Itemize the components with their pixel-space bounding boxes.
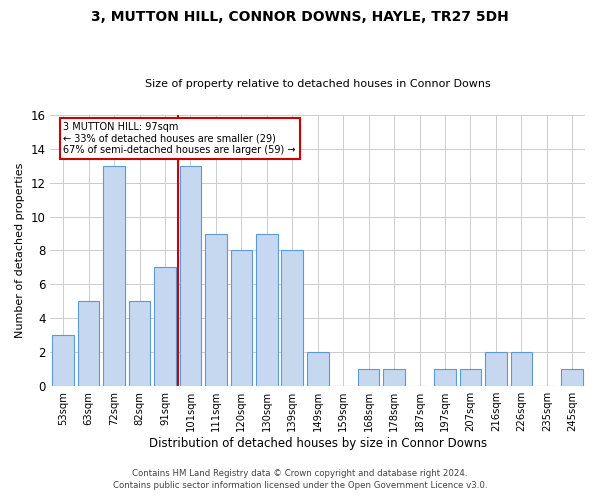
Bar [256,234,278,386]
Text: Contains HM Land Registry data © Crown copyright and database right 2024.
Contai: Contains HM Land Registry data © Crown c… [113,468,487,490]
Bar [281,250,303,386]
Bar [358,369,379,386]
Bar [511,352,532,386]
Bar [460,369,481,386]
Bar [103,166,125,386]
Bar [485,352,507,386]
Text: 3, MUTTON HILL, CONNOR DOWNS, HAYLE, TR27 5DH: 3, MUTTON HILL, CONNOR DOWNS, HAYLE, TR2… [91,10,509,24]
Bar [128,302,151,386]
Title: Size of property relative to detached houses in Connor Downs: Size of property relative to detached ho… [145,79,491,89]
Bar [434,369,456,386]
Bar [78,302,100,386]
Bar [307,352,329,386]
Bar [230,250,252,386]
Y-axis label: Number of detached properties: Number of detached properties [15,163,25,338]
Bar [154,268,176,386]
X-axis label: Distribution of detached houses by size in Connor Downs: Distribution of detached houses by size … [149,437,487,450]
Text: 3 MUTTON HILL: 97sqm
← 33% of detached houses are smaller (29)
67% of semi-detac: 3 MUTTON HILL: 97sqm ← 33% of detached h… [64,122,296,155]
Bar [179,166,201,386]
Bar [562,369,583,386]
Bar [383,369,405,386]
Bar [52,336,74,386]
Bar [205,234,227,386]
